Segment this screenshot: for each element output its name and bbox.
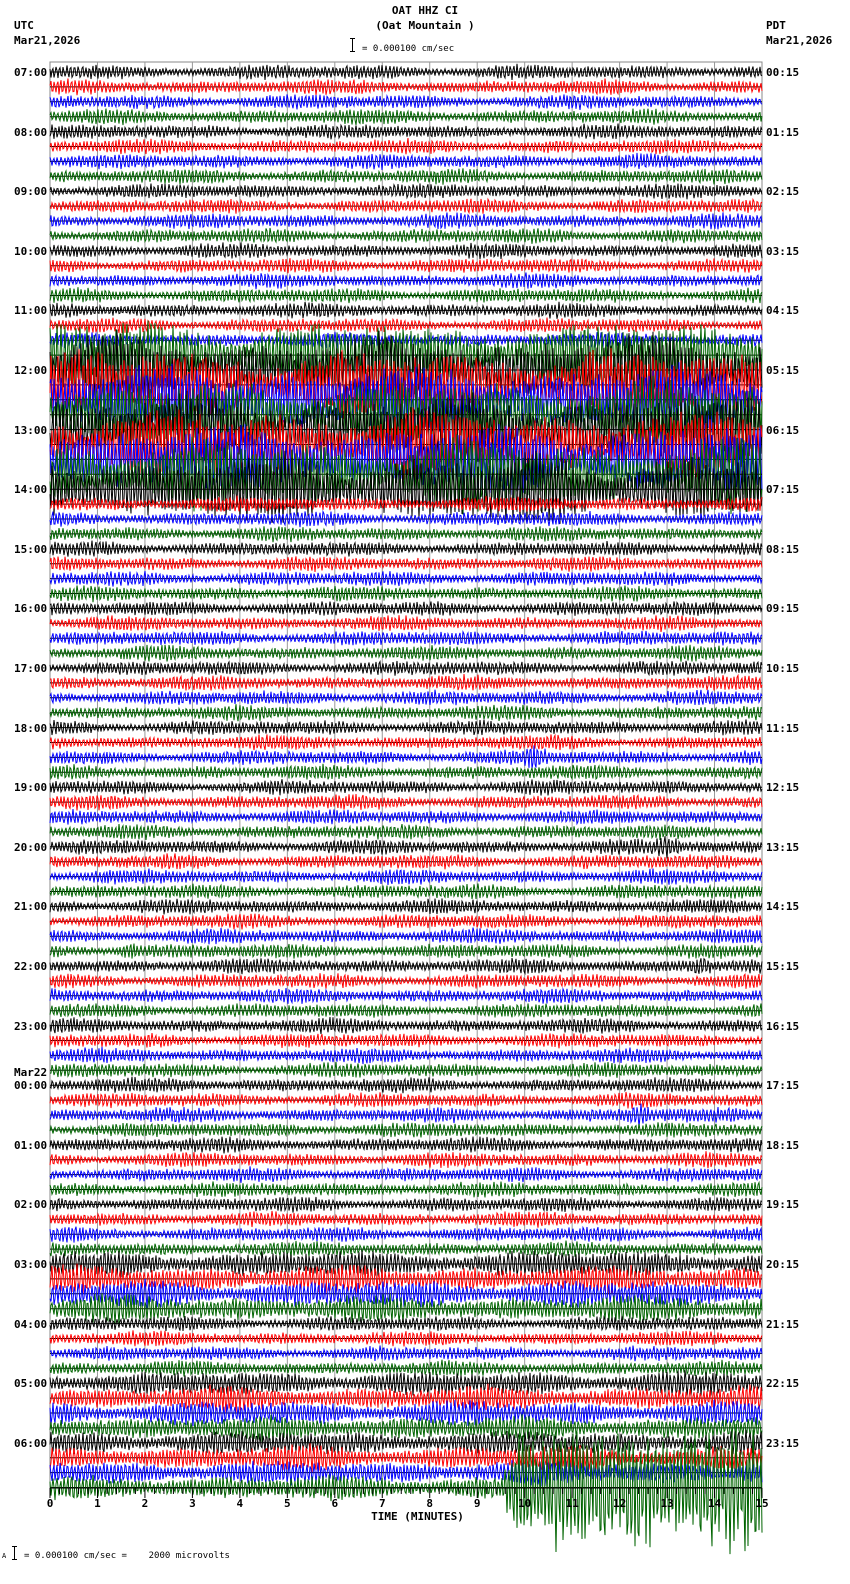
pdt-hour-label: 00:15 xyxy=(766,66,800,79)
x-tick-label: 2 xyxy=(141,1497,149,1510)
right-timezone: PDT xyxy=(766,19,786,32)
header-station: OAT HHZ CI xyxy=(391,4,459,17)
pdt-hour-label: 21:15 xyxy=(766,1317,800,1331)
left-date: Mar21,2026 xyxy=(14,34,81,47)
utc-hour-label: 22:00 xyxy=(14,960,48,973)
utc-hour-label: 20:00 xyxy=(14,840,48,854)
right-date: Mar21,2026 xyxy=(766,34,833,47)
pdt-hour-label: 06:15 xyxy=(766,423,800,437)
pdt-hour-label: 15:15 xyxy=(766,960,800,973)
footer-scale-text: = 0.000100 cm/sec = 2000 microvolts xyxy=(24,1551,230,1561)
utc-hour-label: 04:00 xyxy=(14,1317,48,1331)
x-tick-label: 6 xyxy=(331,1497,339,1510)
pdt-hour-label: 07:15 xyxy=(766,483,800,497)
x-tick-label: 5 xyxy=(284,1497,291,1510)
scale-bar-icon xyxy=(350,38,358,52)
pdt-hour-label: 10:15 xyxy=(766,662,800,675)
x-tick-label: 15 xyxy=(755,1497,769,1510)
x-tick-label: 4 xyxy=(236,1497,244,1510)
x-tick-label: 9 xyxy=(473,1497,481,1510)
x-tick-label: 14 xyxy=(707,1497,722,1510)
utc-hour-label: 14:00 xyxy=(14,483,48,497)
left-timezone: UTC xyxy=(14,19,34,32)
header-location: (Oat Mountain ) xyxy=(375,19,475,32)
utc-hour-label: 19:00 xyxy=(14,781,48,795)
utc-hour-label: 21:00 xyxy=(14,900,48,914)
pdt-hour-label: 03:15 xyxy=(766,244,800,258)
utc-hour-label: 12:00 xyxy=(14,364,48,377)
pdt-hour-label: 18:15 xyxy=(766,1138,800,1152)
utc-hour-label: 17:00 xyxy=(14,662,48,675)
utc-hour-label: 23:00 xyxy=(14,1019,48,1033)
x-tick-label: 0 xyxy=(46,1497,54,1510)
x-tick-label: 1 xyxy=(94,1497,101,1510)
utc-hour-label: 03:00 xyxy=(14,1258,48,1271)
pdt-hour-label: 08:15 xyxy=(766,542,800,556)
utc-hour-label: 01:00 xyxy=(14,1138,48,1152)
pdt-hour-label: 02:15 xyxy=(766,185,800,199)
pdt-hour-label: 20:15 xyxy=(766,1258,800,1271)
x-tick-label: 13 xyxy=(660,1497,674,1510)
utc-hour-label: 16:00 xyxy=(14,602,48,616)
x-tick-label: 12 xyxy=(612,1497,627,1510)
x-tick-label: 10 xyxy=(518,1497,532,1510)
pdt-hour-label: 05:15 xyxy=(766,364,800,377)
pdt-hour-label: 16:15 xyxy=(766,1019,800,1033)
pdt-hour-label: 13:15 xyxy=(766,840,800,854)
utc-hour-label: 08:00 xyxy=(14,125,48,139)
x-tick-label: 7 xyxy=(378,1497,386,1510)
pdt-hour-label: 09:15 xyxy=(766,602,800,616)
pdt-hour-label: 22:15 xyxy=(766,1377,800,1391)
pdt-hour-label: 01:15 xyxy=(766,125,800,139)
utc-hour-label: 09:00 xyxy=(14,185,48,199)
utc-hour-label: 05:00 xyxy=(14,1377,48,1391)
utc-hour-label: 15:00 xyxy=(14,542,48,556)
pdt-hour-label: 11:15 xyxy=(766,721,800,735)
pdt-hour-label: 04:15 xyxy=(766,304,800,318)
utc-hour-label: 13:00 xyxy=(14,423,48,437)
pdt-hour-label: 12:15 xyxy=(766,781,800,795)
utc-hour-label: 07:00 xyxy=(14,66,48,79)
x-tick-label: 11 xyxy=(565,1497,579,1510)
pdt-hour-label: 14:15 xyxy=(766,900,800,914)
x-tick-label: 8 xyxy=(426,1497,434,1510)
utc-hour-label: 11:00 xyxy=(14,304,48,318)
utc-date-label: Mar22 xyxy=(14,1066,48,1080)
pdt-hour-label: 17:15 xyxy=(766,1079,800,1093)
header-scale-text: = 0.000100 cm/sec xyxy=(362,44,455,54)
utc-hour-label: 02:00 xyxy=(14,1198,48,1212)
x-axis-label: TIME (MINUTES) xyxy=(371,1510,464,1523)
pdt-hour-label: 23:15 xyxy=(766,1436,800,1450)
utc-hour-label: 18:00 xyxy=(14,721,48,735)
utc-hour-label: 06:00 xyxy=(14,1436,48,1450)
x-tick-label: 3 xyxy=(189,1497,196,1510)
pdt-hour-label: 19:15 xyxy=(766,1198,800,1212)
utc-hour-label: 00:00 xyxy=(14,1079,48,1093)
footer-corner-mark: A xyxy=(2,1552,7,1560)
footer-scale-bar-icon xyxy=(12,1546,20,1560)
utc-hour-label: 10:00 xyxy=(14,244,48,258)
